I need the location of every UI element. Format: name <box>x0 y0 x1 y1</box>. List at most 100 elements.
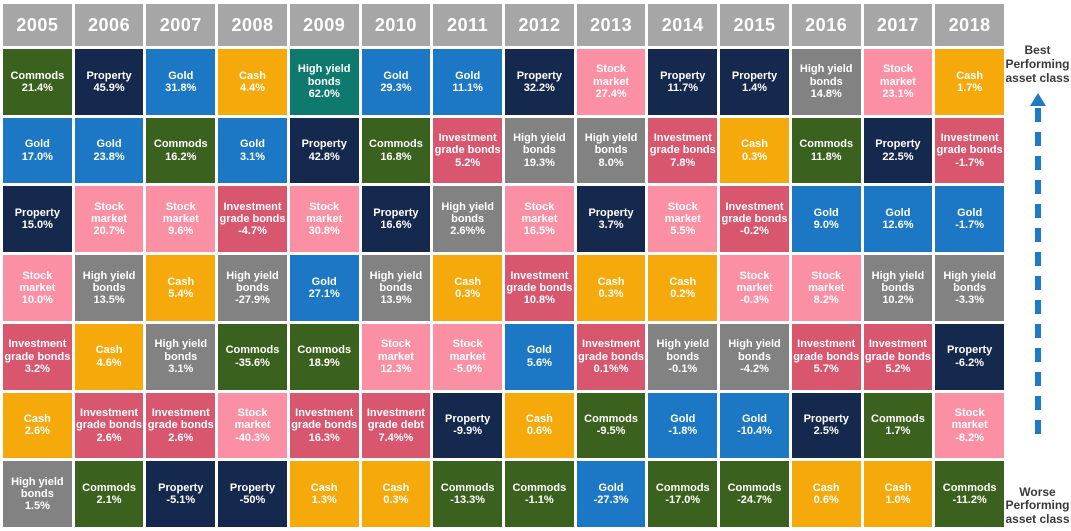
asset-label: Commods <box>871 413 925 426</box>
asset-return-value: 1.5% <box>24 500 50 513</box>
asset-return-value: 10.0% <box>21 294 53 307</box>
asset-return-value: 20.7% <box>93 225 125 238</box>
asset-label: Stock market <box>162 200 199 226</box>
asset-label: Cash <box>23 413 51 426</box>
asset-cell: Cash 2.6% <box>3 392 72 459</box>
asset-cell: Investment grade bonds 5.2% <box>433 117 502 184</box>
asset-return-value: 27.1% <box>308 287 340 300</box>
asset-cell: Cash 0.3% <box>720 117 789 184</box>
asset-return-value: 8.0% <box>598 156 624 169</box>
asset-return-value: 9.0% <box>813 219 839 232</box>
asset-label: Cash <box>525 413 553 426</box>
year-header-2015: 2015 <box>720 4 789 46</box>
asset-label: Stock market <box>736 269 773 294</box>
asset-cell: Commods 16.8% <box>361 117 431 184</box>
asset-label: Gold <box>813 206 839 219</box>
asset-cell: Property 16.6% <box>361 186 431 253</box>
asset-cell: Gold 17.0% <box>3 117 72 184</box>
year-header-2005: 2005 <box>3 4 72 46</box>
asset-label: Stock market <box>449 338 486 363</box>
asset-label: Gold <box>383 69 409 82</box>
asset-return-value: 5.2% <box>455 156 481 169</box>
asset-cell: Gold -1.8% <box>648 392 718 459</box>
up-arrow-icon <box>1029 93 1046 107</box>
asset-return-value: 13.9% <box>380 294 412 307</box>
asset-return-value: 0.1%% <box>593 362 629 375</box>
asset-label: High yield bonds <box>154 338 208 363</box>
asset-cell: Stock market 20.7% <box>74 186 144 253</box>
asset-cell: Commods -35.6% <box>218 323 287 390</box>
asset-cell: Cash 0.6% <box>791 461 861 527</box>
asset-cell: Property 11.7% <box>648 49 718 115</box>
asset-return-value: -27.3% <box>593 494 629 507</box>
asset-return-value: 8.2% <box>813 294 839 307</box>
asset-return-value: -0.3% <box>740 294 769 307</box>
asset-label: Gold <box>311 275 337 288</box>
year-header-2012: 2012 <box>505 4 574 46</box>
asset-label: Gold <box>168 69 194 82</box>
asset-label: Stock market <box>951 406 988 432</box>
asset-label: High yield bonds <box>226 269 279 294</box>
asset-return-value: 1.0% <box>885 494 911 507</box>
asset-return-value: 12.3% <box>380 362 412 375</box>
asset-return-value: 17.0% <box>21 150 53 163</box>
asset-return-value: 14.8% <box>810 88 842 100</box>
asset-label: Stock market <box>664 200 701 226</box>
asset-label: High yield bonds <box>369 269 423 294</box>
asset-cell: Investment grade bonds -1.7% <box>935 117 1004 184</box>
asset-label: Investment grade bonds <box>506 269 573 294</box>
asset-return-value: 0.6% <box>813 494 839 507</box>
asset-cell: Property -50% <box>218 461 287 527</box>
asset-return-value: -0.2% <box>740 225 769 238</box>
asset-label: Property <box>588 206 634 219</box>
asset-cell: Gold 3.1% <box>218 117 287 184</box>
asset-label: Property <box>14 206 60 219</box>
asset-label: High yield bonds <box>799 63 853 88</box>
asset-label: Investment grade bonds <box>578 338 645 363</box>
asset-label: Cash <box>884 481 912 494</box>
asset-return-value: 2.1% <box>96 494 122 507</box>
asset-cell: High yield bonds 8.0% <box>576 117 646 184</box>
year-header-2011: 2011 <box>433 4 502 46</box>
asset-label: Commods <box>799 138 854 151</box>
asset-label: High yield bonds <box>584 132 638 157</box>
asset-cell: Property 3.7% <box>576 186 646 253</box>
asset-return-value: 23.8% <box>93 150 125 163</box>
asset-return-value: 5.5% <box>670 225 696 238</box>
asset-label: High yield bonds <box>871 269 925 294</box>
asset-label: Investment grade bonds <box>147 406 214 432</box>
asset-cell: Stock market 27.4% <box>576 49 646 115</box>
asset-return-value: 9.6% <box>168 225 194 238</box>
asset-label: Commods <box>942 481 997 494</box>
asset-return-value: -6.2% <box>955 356 985 369</box>
asset-label: Commods <box>727 481 782 494</box>
asset-return-value: 5.2% <box>885 362 911 375</box>
asset-return-value: -9.9% <box>453 425 483 438</box>
year-header-2013: 2013 <box>576 4 646 46</box>
asset-label: Cash <box>454 275 482 288</box>
asset-return-value: 16.2% <box>165 150 197 163</box>
year-header-2009: 2009 <box>289 4 359 46</box>
asset-return-value: 2.5% <box>813 425 839 438</box>
asset-label: Property <box>516 69 562 82</box>
asset-return-value: -1.7% <box>955 156 985 169</box>
asset-label: Cash <box>741 138 768 151</box>
asset-cell: Commods 21.4% <box>3 49 72 115</box>
asset-return-value: 16.8% <box>380 150 412 163</box>
asset-return-value: 0.2% <box>670 287 696 300</box>
asset-cell: Investment grade bonds 10.8% <box>505 255 574 321</box>
asset-cell: Cash 0.6% <box>505 392 574 459</box>
asset-return-value: -13.3% <box>450 494 486 507</box>
asset-label: Cash <box>669 275 697 288</box>
asset-return-value: 11.1% <box>452 81 483 94</box>
asset-return-value: 22.5% <box>882 150 914 163</box>
asset-label: Stock market <box>91 200 128 226</box>
asset-cell: High yield bonds -27.9% <box>218 255 287 321</box>
asset-label: Gold <box>670 413 696 426</box>
asset-return-value: 16.6% <box>380 219 412 232</box>
asset-return-value: 42.8% <box>308 150 340 163</box>
asset-return-value: -8.2% <box>955 431 985 444</box>
asset-cell: Cash 4.4% <box>218 49 287 115</box>
asset-return-value: 0.3% <box>455 287 481 300</box>
asset-cell: Commods -17.0% <box>648 461 718 527</box>
